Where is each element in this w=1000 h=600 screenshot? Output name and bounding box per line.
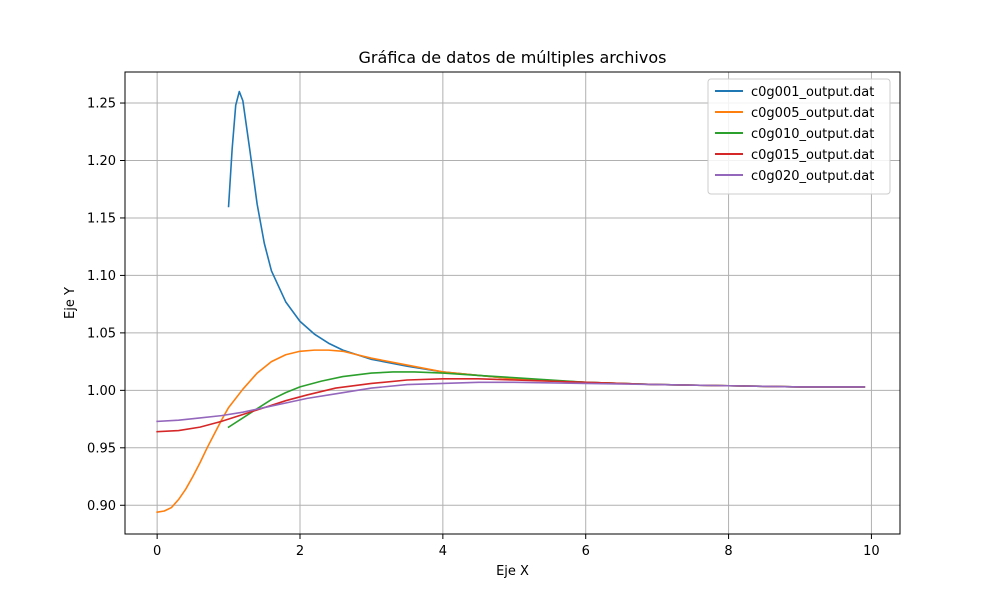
- y-tick-label: 1.00: [87, 384, 116, 399]
- y-tick-label: 1.05: [87, 326, 116, 341]
- axis-ticks: 0 2 4 6 8 10 0.90 0.95 1.00 1.05 1.10 1.15 1.20 1.25: [87, 97, 880, 559]
- x-tick-label: 10: [863, 544, 880, 559]
- y-axis-label: Eje Y: [63, 287, 78, 319]
- series-line-5: [156, 381, 866, 423]
- x-tick-label: 8: [724, 544, 732, 559]
- y-tick-label: 1.20: [87, 154, 116, 169]
- legend-label: c0g010_output.dat: [751, 127, 874, 142]
- legend-label: c0g001_output.dat: [751, 85, 874, 100]
- legend: c0g001_output.dat c0g005_output.dat c0g010…: [707, 78, 891, 195]
- legend-box: [707, 78, 891, 195]
- grid: [125, 72, 900, 534]
- legend-label: c0g005_output.dat: [751, 106, 874, 121]
- x-axis-label: Eje X: [496, 564, 529, 579]
- y-tick-label: 1.10: [87, 269, 116, 284]
- series-lines: [156, 90, 866, 514]
- y-tick-label: 1.25: [87, 97, 116, 112]
- plot-frame: [124, 71, 901, 535]
- y-tick-label: 0.95: [87, 441, 116, 456]
- y-tick-label: 0.90: [87, 499, 116, 514]
- x-tick-label: 6: [582, 544, 590, 559]
- x-tick-label: 2: [296, 544, 304, 559]
- chart-title: Gráfica de datos de múltiples archivos: [359, 48, 667, 67]
- legend-label: c0g020_output.dat: [751, 169, 874, 184]
- x-tick-label: 4: [439, 544, 447, 559]
- x-tick-label: 0: [153, 544, 161, 559]
- legend-label: c0g015_output.dat: [751, 148, 874, 163]
- y-tick-label: 1.15: [87, 211, 116, 226]
